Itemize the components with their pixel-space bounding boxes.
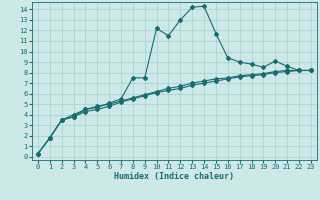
X-axis label: Humidex (Indice chaleur): Humidex (Indice chaleur): [115, 172, 234, 181]
